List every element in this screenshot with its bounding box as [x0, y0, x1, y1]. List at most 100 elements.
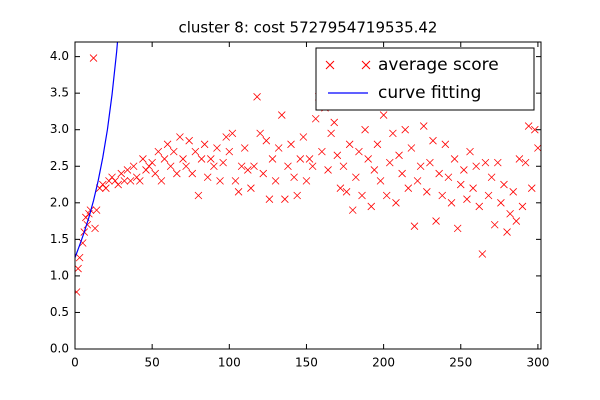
point-marker [271, 177, 280, 185]
point-marker [478, 250, 487, 258]
point-marker [126, 177, 135, 185]
point-marker [151, 169, 160, 178]
point-marker [284, 162, 292, 171]
y-tick-label: 4.0 [50, 49, 69, 63]
point-marker [494, 158, 502, 167]
point-marker [302, 177, 311, 185]
point-marker [395, 151, 403, 160]
point-marker [89, 54, 98, 62]
point-marker [484, 191, 493, 200]
point-marker [497, 199, 505, 207]
point-marker [432, 217, 440, 225]
y-tick-label: 3.0 [50, 122, 69, 136]
point-marker [169, 147, 178, 156]
point-marker [210, 162, 218, 171]
point-marker [531, 125, 539, 134]
point-marker [500, 180, 508, 189]
fit-curve [75, 42, 119, 258]
legend-label: curve fitting [378, 83, 481, 103]
axes-frame [74, 41, 542, 350]
point-marker [453, 224, 462, 233]
point-marker [503, 228, 511, 236]
legend-swatch [325, 60, 335, 70]
point-marker [253, 93, 261, 101]
point-marker [515, 155, 524, 163]
y-tick-label: 1.5 [50, 232, 69, 246]
point-marker [361, 125, 369, 134]
point-marker [262, 136, 271, 145]
point-marker [105, 177, 113, 185]
point-marker [92, 206, 101, 214]
point-marker [524, 122, 533, 130]
point-marker [509, 188, 518, 196]
point-marker [203, 173, 212, 182]
point-marker [225, 147, 234, 156]
point-marker [392, 199, 400, 207]
point-marker [75, 253, 84, 262]
point-marker [136, 177, 144, 185]
x-tick-label: 150 [295, 356, 318, 370]
point-marker [512, 217, 521, 225]
point-marker [506, 209, 514, 218]
point-marker [345, 140, 354, 149]
point-marker [435, 169, 443, 178]
point-marker [120, 177, 129, 185]
point-marker [197, 155, 206, 163]
point-marker [75, 264, 82, 273]
y-tick-label: 2.5 [50, 159, 69, 173]
point-marker [287, 140, 295, 149]
point-marker [330, 118, 339, 127]
point-marker [475, 202, 484, 211]
point-marker [216, 177, 224, 185]
point-marker [83, 220, 92, 229]
point-marker [188, 169, 197, 178]
chart-title: cluster 8: cost 5727954719535.42 [179, 19, 438, 37]
point-marker [240, 144, 249, 152]
point-marker [182, 162, 190, 171]
point-marker [244, 166, 252, 174]
point-marker [463, 195, 471, 203]
point-marker [293, 191, 301, 200]
y-tick-label: 3.5 [50, 86, 69, 100]
point-marker [339, 162, 348, 171]
point-marker [379, 111, 388, 119]
point-marker [444, 173, 453, 182]
point-marker [358, 191, 366, 200]
point-marker [521, 158, 530, 167]
plot-area [75, 42, 541, 296]
point-marker [256, 129, 264, 138]
point-marker [410, 222, 419, 230]
point-marker [194, 191, 203, 200]
x-tick-label: 0 [71, 356, 79, 370]
y-tick-label: 1.0 [50, 268, 69, 282]
point-marker [481, 158, 490, 167]
point-marker [527, 184, 536, 192]
point-marker [265, 195, 274, 203]
point-marker [305, 155, 314, 163]
point-marker [447, 199, 456, 207]
point-marker [91, 224, 99, 233]
point-marker [311, 114, 320, 123]
y-tick-label: 2.0 [50, 195, 69, 209]
point-marker [336, 184, 345, 192]
point-marker [367, 202, 376, 211]
point-marker [207, 155, 215, 163]
point-marker [466, 147, 474, 156]
point-marker [281, 195, 289, 203]
point-marker [247, 184, 255, 192]
x-tick-label: 250 [449, 356, 472, 370]
point-marker [163, 140, 172, 149]
point-marker [123, 166, 132, 174]
point-marker [469, 184, 477, 192]
point-marker [290, 173, 298, 182]
point-marker [200, 140, 209, 149]
point-marker [398, 169, 406, 178]
point-marker [234, 188, 243, 196]
point-marker [355, 147, 363, 156]
point-marker [401, 125, 409, 134]
point-marker [534, 144, 541, 152]
point-marker [376, 177, 385, 185]
point-marker [185, 136, 193, 145]
point-marker [142, 166, 150, 174]
